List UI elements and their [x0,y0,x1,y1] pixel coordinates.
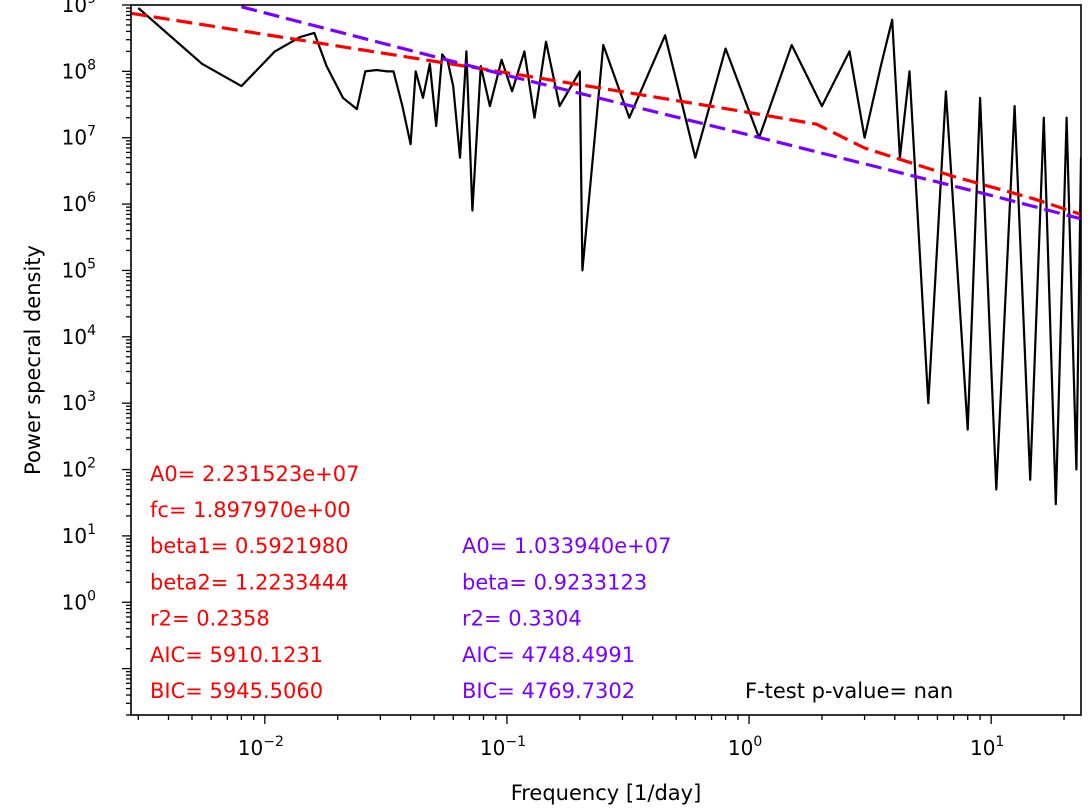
psd-series-line [137,7,1081,506]
y-tick-label: 104 [62,323,96,349]
y-tick-label: 101 [62,522,96,548]
annotation-purple-line: AIC= 4748.4991 [462,643,635,667]
y-tick-label: 106 [62,190,96,216]
annotation-black-line: F-test p-value= nan [745,679,953,703]
fit-line-1 [131,11,1081,216]
y-tick-label: 109 [62,0,96,17]
annotation-red-line: beta2= 1.2233444 [150,570,349,594]
annotation-purple-line: beta= 0.9233123 [462,570,647,594]
x-axis: 10−2 10−1 100 101 [137,715,1065,760]
annotation-red-line: fc= 1.897970e+00 [150,498,351,522]
annotation-red-line: beta1= 0.5921980 [150,534,349,558]
annotation-layer: A0= 2.231523e+07 fc= 1.897970e+00 beta1= 0… [150,462,953,703]
fit-line-2 [240,5,1081,221]
series-layer [131,5,1081,506]
y-tick-label: 105 [62,256,96,282]
y-tick-label: 108 [62,57,96,83]
y-tick-label: 102 [62,456,96,482]
annotation-purple-line: r2= 0.3304 [462,607,582,631]
plot-frame [130,4,1082,716]
y-tick-label: 100 [62,588,96,614]
x-tick-label: 10−2 [238,734,284,760]
annotation-red-line: A0= 2.231523e+07 [150,462,359,486]
x-tick-label: 101 [970,734,1004,760]
y-tick-label: 107 [62,124,96,150]
x-tick-label: 100 [728,734,762,760]
annotation-red-line: BIC= 5945.5060 [150,679,323,703]
x-tick-label: 10−1 [480,734,526,760]
y-axis-label: Power specral density [21,245,45,475]
x-axis-label: Frequency [1/day] [511,781,702,805]
y-tick-label: 103 [62,389,96,415]
annotation-red-line: AIC= 5910.1231 [150,643,323,667]
annotation-purple-line: A0= 1.033940e+07 [462,534,671,558]
y-axis: 100 101 102 103 104 105 106 107 108 109 [62,0,131,716]
annotation-red-line: r2= 0.2358 [150,607,270,631]
annotation-purple-line: BIC= 4769.7302 [462,679,635,703]
